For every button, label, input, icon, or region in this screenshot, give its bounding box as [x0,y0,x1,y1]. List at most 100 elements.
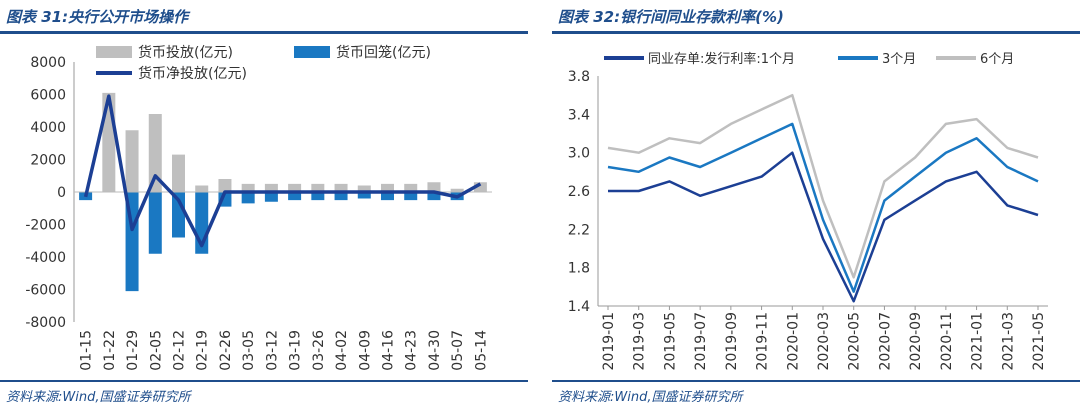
bar-injection [241,183,255,192]
bar-withdrawal [241,192,255,204]
x-tick-label: 04-23 [404,330,420,371]
left-chart-panel: 图表 31:央行公开市场操作 -8000 -6000 -4000 -2000 0 2000… [0,0,528,413]
x-tick-label: 2020-01 [785,312,801,371]
x-tick-label: 2020-07 [877,312,893,371]
bar-injection [102,92,116,192]
right-chart-title: 图表 32:银行间同业存款利率(%) [558,8,784,26]
omo-chart: -8000 -6000 -4000 -2000 0 2000 4000 6000 8000 01-… [25,44,492,371]
x-tick-label: 2020-05 [847,312,863,371]
bar-withdrawal [288,192,302,201]
y-tick-label: 2.6 [568,184,590,200]
x-tick-label: 2019-07 [693,312,709,371]
x-tick-label: 05-07 [450,330,466,371]
x-tick-label: 05-14 [473,330,489,371]
y-tick-label: 1.8 [568,261,590,277]
x-tick-label: 02-26 [218,330,234,371]
legend-swatch-withdrawal [294,46,330,58]
right-chart-panel: 图表 32:银行间同业存款利率(%) 1.4 1.8 2.2 2.6 3.0 3.4 3.8… [552,0,1080,413]
y-tick-label: 2000 [30,153,66,169]
x-tick-label: 2019-05 [662,312,678,371]
bar-withdrawal [311,192,325,201]
rate-line-3 [607,93,1039,279]
bar-injection [218,179,232,192]
y-tick-label: 3.8 [568,69,590,85]
bar-injection [125,130,139,192]
right-source: 资料来源:Wind,国盛证券研究所 [558,390,743,405]
x-tick-label: 2021-05 [1031,312,1047,371]
rate-line-1 [608,151,1039,303]
bar-withdrawal [381,192,394,201]
legend-label-3m: 3个月 [882,52,916,67]
x-tick-label: 04-16 [381,330,397,371]
x-tick-label: 02-05 [148,330,164,371]
bar-injection [195,185,209,192]
bar-injection [404,183,418,192]
bar-injection [473,182,487,192]
bar-injection [357,185,371,192]
bar-withdrawal [148,192,162,254]
left-chart-title: 图表 31:央行公开市场操作 [6,8,189,26]
x-tick-label: 01-29 [125,330,141,371]
bar-injection [450,188,464,192]
left-title-rule [0,31,528,34]
x-tick-label: 03-05 [241,330,257,371]
x-tick-label: 2019-03 [632,312,648,371]
bar-injection [148,114,162,192]
x-tick-label: 03-12 [264,330,280,371]
y-tick-label: 0 [57,185,66,201]
x-tick-label: 04-09 [357,330,373,371]
x-tick-label: 03-19 [288,330,304,371]
y-tick-label: 3.4 [568,107,590,123]
bar-injection [381,183,394,192]
bar-withdrawal [427,192,441,201]
x-tick-label: 2021-03 [1000,312,1016,371]
x-tick-label: 04-30 [427,330,443,371]
y-tick-label: 3.0 [568,146,590,162]
y-tick-label: -2000 [25,218,66,234]
x-tick-label: 2021-01 [970,312,986,371]
legend-label-net: 货币净投放(亿元) [138,65,247,82]
right-source-rule [552,380,1080,382]
net-injection-line [83,94,482,248]
bar-injection [334,183,348,192]
y-tick-label: 6000 [30,88,66,104]
left-source-rule [0,380,528,382]
y-tick-label: 4000 [30,120,66,136]
legend-label-1m: 同业存单:发行利率:1个月 [648,51,795,67]
bar-injection [288,183,302,192]
y-tick-label: -4000 [25,250,66,266]
rate-line-2 [607,122,1039,293]
y-tick-label: -6000 [25,283,66,299]
x-tick-label: 01-22 [102,330,118,371]
x-tick-label: 2020-09 [908,312,924,371]
legend-label-withdrawal: 货币回笼(亿元) [336,44,431,61]
x-tick-label: 01-15 [79,330,95,371]
x-tick-label: 2020-03 [816,312,832,371]
bar-injection [264,183,278,192]
interbank-rate-chart: 1.4 1.8 2.2 2.6 3.0 3.4 3.8 2019-01 2019-03 2019-… [568,51,1048,371]
left-source: 资料来源:Wind,国盛证券研究所 [6,390,191,405]
right-title-rule [552,31,1080,34]
bar-injection [427,182,441,192]
y-tick-label: 1.4 [568,299,590,315]
x-tick-label: 03-26 [311,330,327,371]
legend-label-6m: 6个月 [980,52,1014,67]
y-tick-label: -8000 [25,315,66,331]
x-tick-label: 2019-01 [601,312,617,371]
y-tick-label: 2.2 [568,222,590,238]
y-tick-label: 8000 [30,55,66,71]
legend-label-injection: 货币投放(亿元) [138,44,233,61]
bar-withdrawal [334,192,348,201]
bar-withdrawal [264,192,278,202]
bar-injection [172,154,185,192]
bar-withdrawal [357,192,371,199]
x-tick-label: 02-19 [195,330,211,371]
x-tick-label: 02-12 [172,330,188,371]
x-tick-label: 2019-11 [755,312,771,371]
bar-withdrawal [404,192,418,201]
x-tick-label: 04-02 [334,330,350,371]
x-tick-label: 2019-09 [724,312,740,371]
x-tick-label: 2020-11 [939,312,955,371]
legend-swatch-injection [96,46,132,58]
bar-injection [311,183,325,192]
